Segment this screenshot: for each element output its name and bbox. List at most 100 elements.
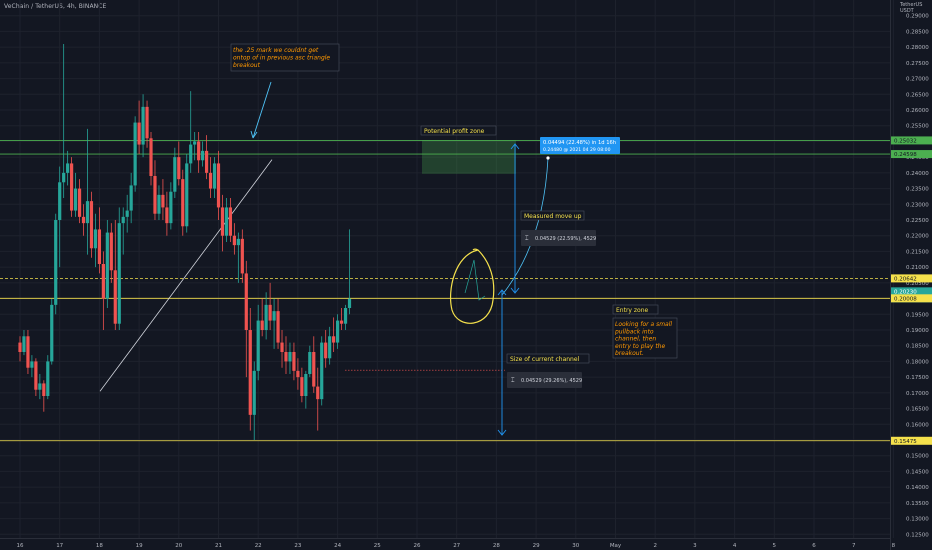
channel-size-stat: 0.04529 (29.26%), 4529 xyxy=(521,378,582,384)
price-tick-label: 0.12500 xyxy=(906,532,929,538)
measure-icon: ⌶ xyxy=(525,235,529,242)
candle-body xyxy=(189,144,193,164)
price-axis-currency: TetherUS USDT xyxy=(900,2,930,14)
measured-move-stat: 0.04529 (22.59%), 4529 xyxy=(535,236,596,242)
entry-note-line: channel, then xyxy=(615,336,656,343)
time-axis: 16 17 18 19 20 21 22 23 24 25 26 27 28 29 30 May 2 3 4 5 6 7 8 xyxy=(17,543,896,549)
measured-move-stat-box xyxy=(521,230,596,246)
price-tick-label: 0.27000 xyxy=(906,77,929,83)
price-tick-label: 0.18000 xyxy=(906,359,929,365)
price-label-text: 0.20008 xyxy=(894,296,917,302)
price-label-box xyxy=(891,274,932,283)
candle-body xyxy=(125,210,129,217)
trend-line xyxy=(99,159,273,392)
measured-move-label: Measured move up xyxy=(524,213,582,220)
candle-body xyxy=(232,235,236,246)
forecast-box xyxy=(540,137,620,154)
candle-body xyxy=(193,141,197,145)
time-tick-label: 6 xyxy=(812,543,816,549)
candle-body xyxy=(284,352,288,362)
candle-body xyxy=(181,179,185,227)
candle-body xyxy=(216,163,221,208)
symbol-header: VeChain / TetherUS, 4h, BINANCE xyxy=(4,3,107,10)
price-tick-label: 0.16500 xyxy=(906,407,929,413)
time-tick-label: 27 xyxy=(453,543,460,549)
candle-body xyxy=(201,150,205,161)
candle-body xyxy=(256,320,260,371)
price-tick-label: 0.19500 xyxy=(906,312,929,318)
time-tick-label: 22 xyxy=(255,543,262,549)
candle-body xyxy=(113,270,117,324)
candle-body xyxy=(66,163,70,173)
entry-note-line: entry to play the xyxy=(615,343,665,350)
time-tick-label: 29 xyxy=(533,543,540,549)
candle-body xyxy=(89,201,94,249)
price-tick-label: 0.21000 xyxy=(906,265,929,271)
price-tick-label: 0.20500 xyxy=(906,281,929,287)
candle-body xyxy=(236,238,240,246)
candle-body xyxy=(133,122,137,186)
grid-lines xyxy=(0,0,894,538)
price-label-box xyxy=(891,150,932,159)
candle-body xyxy=(46,361,50,396)
candle-body xyxy=(129,185,133,211)
time-tick-label: 23 xyxy=(294,543,301,549)
candle-body xyxy=(244,273,248,330)
profit-zone-rect xyxy=(422,140,516,174)
price-label-text: 0.25032 xyxy=(894,138,917,144)
candle-body xyxy=(212,163,217,189)
price-tick-label: 0.13500 xyxy=(906,501,929,507)
time-tick-label: 2 xyxy=(653,543,657,549)
note-box-25mark xyxy=(230,43,340,72)
time-tick-label: 8 xyxy=(892,543,896,549)
price-label-text: 0.24598 xyxy=(894,152,917,158)
price-tick-label: 0.28000 xyxy=(906,45,929,51)
candle-body xyxy=(121,216,125,224)
candle-body xyxy=(296,370,300,378)
price-tick-label: 0.26500 xyxy=(906,92,929,98)
channel-size-arrowhead-down xyxy=(497,429,507,436)
entry-note-line: Looking for a small xyxy=(615,321,672,328)
candles xyxy=(18,44,352,440)
currency-top: TetherUS xyxy=(900,2,923,8)
candle-body xyxy=(300,377,304,396)
price-tick-label: 0.21500 xyxy=(906,249,929,255)
entry-note-line: pullback into xyxy=(614,328,654,335)
price-label-box xyxy=(891,287,932,296)
candle-body xyxy=(42,383,46,396)
measured-move-arrowhead-up xyxy=(510,143,520,150)
candle-body xyxy=(304,374,308,396)
candle-body xyxy=(145,106,149,139)
note-text-line: ontop of in previous asc triangle xyxy=(233,55,330,62)
entry-note-line: breakout. xyxy=(615,350,644,357)
candle-body xyxy=(224,207,229,236)
price-label-box xyxy=(891,294,932,303)
candle-body xyxy=(280,342,284,352)
candle-body xyxy=(93,229,98,249)
price-tick-label: 0.22500 xyxy=(906,218,929,224)
candle-body xyxy=(347,298,352,308)
candle-body xyxy=(276,311,280,343)
candle-body xyxy=(248,330,252,415)
candle-body xyxy=(220,207,225,236)
profit-zone-label: Potential profit zone xyxy=(424,128,485,135)
candle-body xyxy=(54,220,58,305)
price-label-box xyxy=(891,136,932,145)
candle-body xyxy=(50,304,54,362)
price-labels: 0.250320.245980.206420.2023001:24:160.20… xyxy=(891,136,932,445)
price-label-box xyxy=(891,436,932,445)
price-tick-label: 0.15000 xyxy=(906,454,929,460)
entry-note-box xyxy=(612,317,678,359)
candle-body xyxy=(292,352,296,371)
candle-body xyxy=(97,229,101,264)
candle-body xyxy=(165,207,169,224)
candle-body xyxy=(252,370,256,415)
candle-body xyxy=(328,336,332,359)
time-tick-label: 24 xyxy=(334,543,341,549)
candle-body xyxy=(272,311,276,321)
channel-size-stat-box xyxy=(507,372,582,388)
forecast-line-1: 0.04494 (22.48%) in 1d 16h xyxy=(543,140,616,146)
